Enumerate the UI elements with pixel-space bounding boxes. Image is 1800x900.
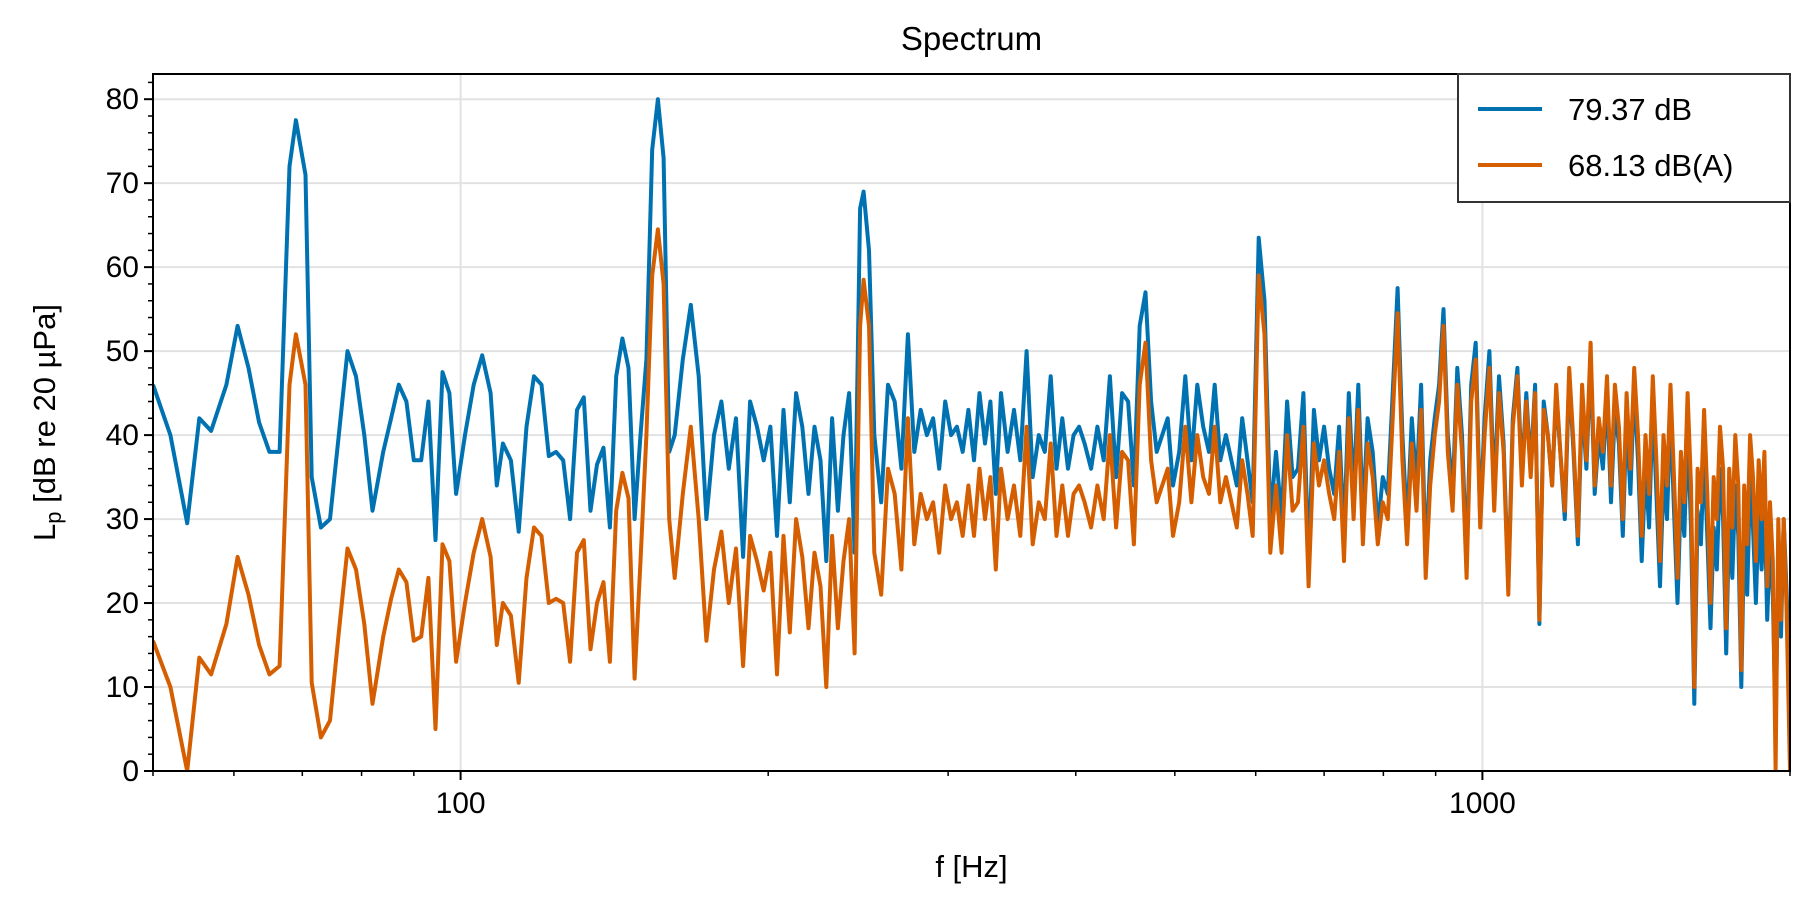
legend-box xyxy=(1457,73,1791,203)
y-axis-label-main: L xyxy=(27,524,62,541)
tick-labels: 0 10 20 30 40 50 60 70 80 100 1000 xyxy=(106,83,1516,820)
y-tick-label: 70 xyxy=(106,167,139,200)
y-axis-label: Lp [dB re 20 µPa] xyxy=(27,304,66,541)
x-tick-label: 1000 xyxy=(1449,787,1516,820)
y-tick-label: 60 xyxy=(106,251,139,284)
y-tick-label: 50 xyxy=(106,335,139,368)
x-axis-label: f [Hz] xyxy=(935,849,1007,884)
y-axis-label-subscript: p xyxy=(41,511,66,523)
x-tick-label: 100 xyxy=(436,787,486,820)
chart-title: Spectrum xyxy=(901,20,1042,57)
legend-label-series-2: 68.13 dB(A) xyxy=(1568,148,1733,183)
y-tick-label: 10 xyxy=(106,671,139,704)
legend-label-series-1: 79.37 dB xyxy=(1568,92,1692,127)
series-layer xyxy=(153,97,1790,771)
series-line-2 xyxy=(153,227,1790,771)
y-tick-label: 0 xyxy=(122,755,139,788)
plot-frame xyxy=(152,73,1791,772)
major-ticks xyxy=(144,98,1484,780)
y-tick-label: 20 xyxy=(106,587,139,620)
y-axis-label-rest: [dB re 20 µPa] xyxy=(27,304,62,511)
legend: 79.37 dB 68.13 dB(A) xyxy=(1457,73,1791,203)
y-tick-label: 30 xyxy=(106,503,139,536)
y-tick-label: 40 xyxy=(106,419,139,452)
y-tick-label: 80 xyxy=(106,83,139,116)
